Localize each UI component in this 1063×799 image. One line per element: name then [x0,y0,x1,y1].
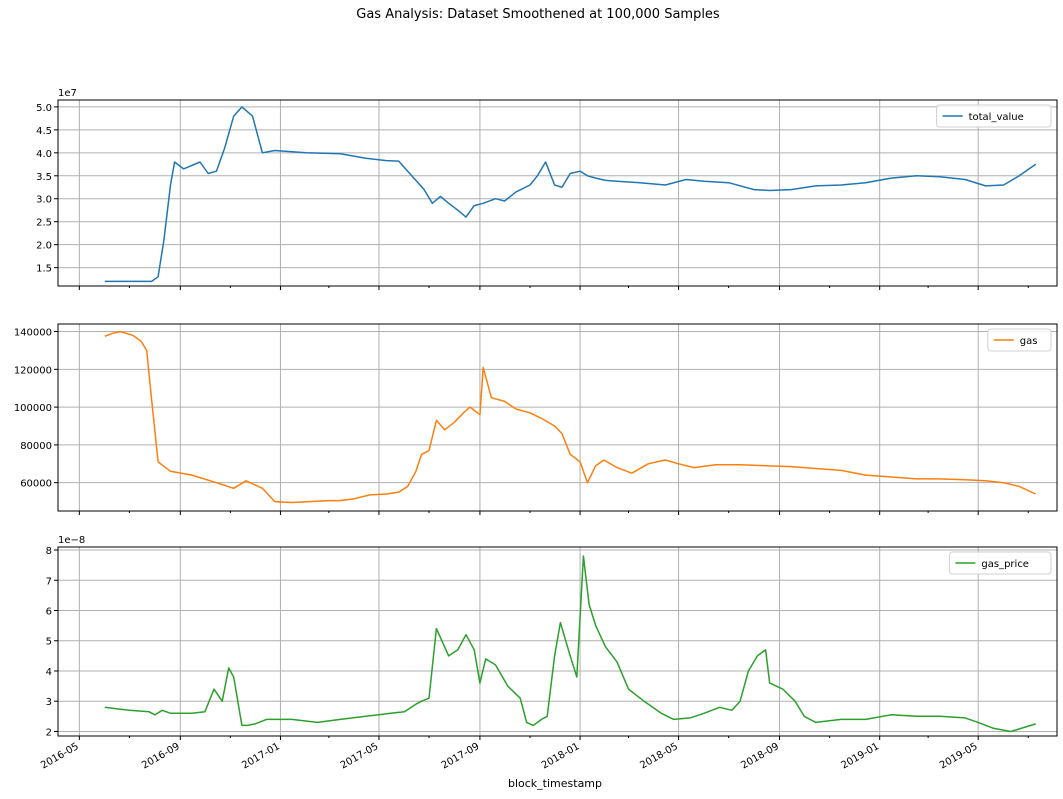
y-tick-label: 1.5 [36,264,52,275]
x-tick-label: 2017-01 [240,741,282,771]
y-tick-label: 5.0 [36,103,52,114]
y-tick-label: 140000 [14,328,52,339]
x-tick-label: 2018-01 [540,741,582,771]
y-tick-label: 2 [46,727,52,738]
panel-gas: 60000 80000 100000 120000 140000 gas [14,323,1058,515]
y-tick-label: 3.5 [36,172,52,183]
panel-total_value: 1.5 2.0 2.5 3.0 3.5 4.0 4.5 5.0 1e7 total_value [36,88,1058,290]
y-tick-label: 5 [46,637,52,648]
y-tick-label: 8 [46,546,52,557]
x-tick-label: 2017-09 [440,741,482,771]
x-tick-label: 2018-05 [638,741,680,771]
x-tick-label: 2017-05 [339,741,381,771]
axes-frame [57,99,1058,287]
y-tick-label: 80000 [20,441,52,452]
y-tick-label: 2.0 [36,241,52,252]
y-tick-label: 7 [46,576,52,587]
x-tick-label: 2019-05 [938,741,980,771]
y-scale-label: 1e7 [58,88,77,99]
legend-total_value: total_value [936,104,1052,128]
axes-frame [57,323,1058,512]
x-tick-label: 2019-01 [839,741,881,771]
y-tick-label: 2.5 [36,218,52,229]
y-tick-label: 60000 [20,479,52,490]
legend-gas: gas [987,328,1052,352]
series-line-total_value [104,106,1037,283]
y-scale-label: 1e−8 [58,535,85,546]
x-axis-label: block_timestamp [508,777,602,790]
y-tick-label: 4.5 [36,126,52,137]
y-tick-label: 6 [46,607,52,618]
y-tick-label: 4 [46,667,52,678]
legend-box [987,328,1052,352]
y-tick-label: 120000 [14,365,52,376]
legend-box [936,104,1052,128]
legend-gas_price: gas_price [948,551,1052,575]
panel-gas_price: 2016-05 2016-09 2017-01 2017-05 2017-09 2018-… [39,535,1058,771]
y-tick-label: 3.0 [36,195,52,206]
y-tick-label: 4.0 [36,149,52,160]
x-tick-label: 2016-09 [140,741,182,771]
y-tick-label: 3 [46,697,52,708]
series-line-gas [104,330,1037,504]
axes-frame [57,546,1058,737]
legend-label: total_value [969,112,1024,123]
y-tick-label: 100000 [14,403,52,414]
legend-box [948,551,1052,575]
legend-label: gas_price [981,559,1029,570]
legend-label: gas [1020,336,1038,347]
x-tick-label: 2016-05 [39,741,81,771]
series-line-gas_price [104,555,1036,733]
x-tick-label: 2018-09 [739,741,781,771]
figure-title: Gas Analysis: Dataset Smoothened at 100,… [356,7,720,22]
